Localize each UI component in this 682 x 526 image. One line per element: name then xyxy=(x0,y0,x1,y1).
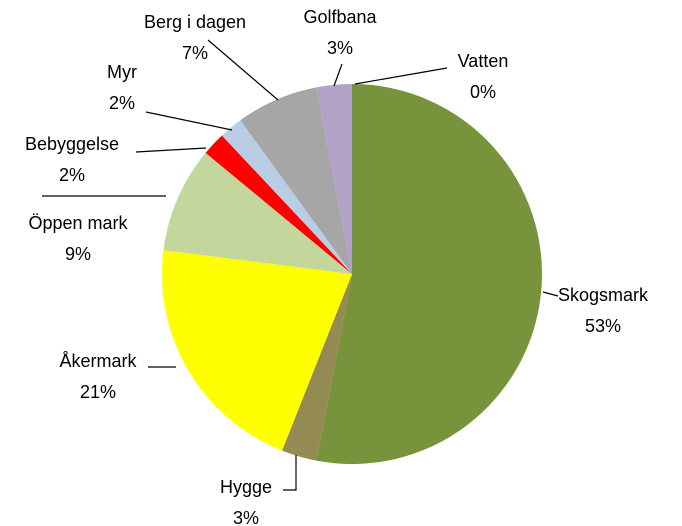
value-label: 3% xyxy=(327,38,353,58)
slice-label: Vatten xyxy=(458,51,509,71)
value-label: 2% xyxy=(59,165,85,185)
pie-slice xyxy=(221,120,352,274)
slice-label: Skogsmark xyxy=(558,285,649,305)
pie-slice xyxy=(161,250,352,451)
value-label: 9% xyxy=(65,244,91,264)
leader-line xyxy=(145,111,233,131)
leader-line xyxy=(542,291,559,297)
pie-slice xyxy=(240,87,352,275)
value-label: 0% xyxy=(470,82,496,102)
leader-line xyxy=(207,39,279,101)
leader-line xyxy=(283,455,297,491)
value-label: 2% xyxy=(109,93,135,113)
value-label: 3% xyxy=(233,508,259,526)
slice-label: Myr xyxy=(107,62,137,82)
value-label: 21% xyxy=(80,382,116,402)
pie-slice xyxy=(282,274,352,461)
slice-label: Öppen mark xyxy=(28,213,128,233)
pie-slice xyxy=(316,84,352,274)
leader-line xyxy=(135,147,207,153)
value-label: 53% xyxy=(585,316,621,336)
leader-line xyxy=(354,67,448,85)
pie-slice xyxy=(316,84,542,464)
slice-label: Bebyggelse xyxy=(25,134,119,154)
pie-slice xyxy=(163,152,352,274)
pie-slice xyxy=(205,135,352,274)
slice-label: Hygge xyxy=(220,477,272,497)
leader-line xyxy=(333,63,343,87)
slice-label: Golfbana xyxy=(303,7,377,27)
value-label: 7% xyxy=(182,43,208,63)
slice-label: Berg i dagen xyxy=(144,12,246,32)
slice-label: Åkermark xyxy=(59,351,137,371)
